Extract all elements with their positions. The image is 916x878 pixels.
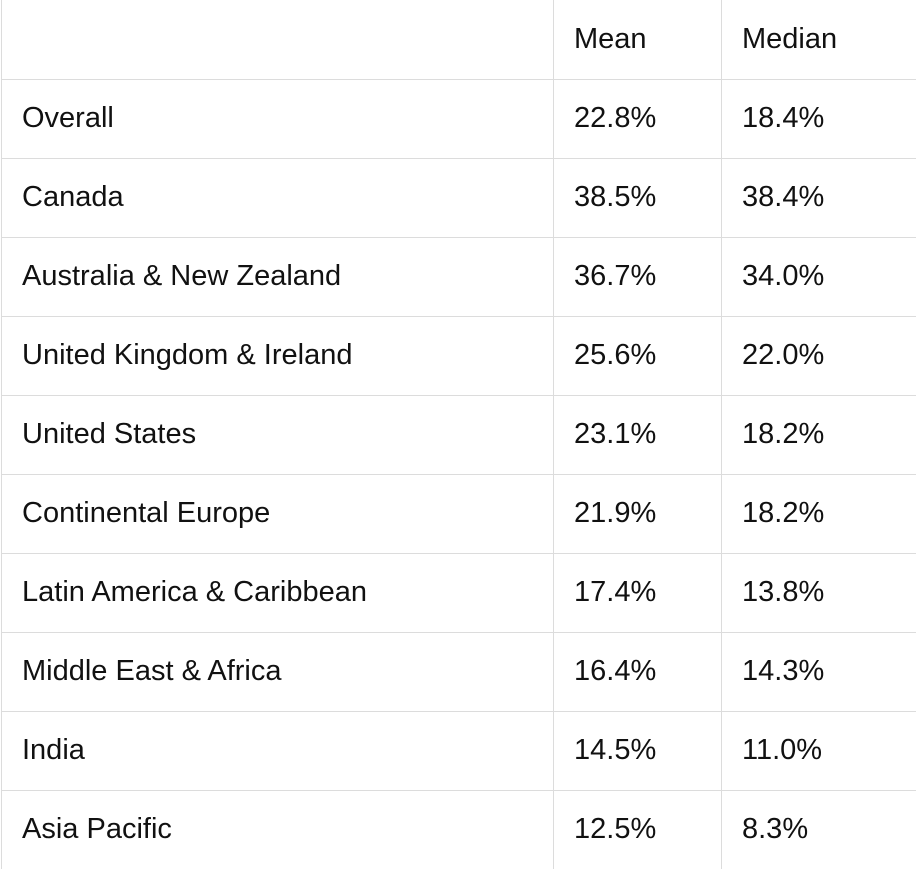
table-row: Australia & New Zealand 36.7% 34.0% xyxy=(1,236,916,317)
region-cell: Latin America & Caribbean xyxy=(1,552,554,633)
mean-cell: 36.7% xyxy=(553,236,722,317)
header-region xyxy=(1,0,554,80)
region-cell: Asia Pacific xyxy=(1,789,554,869)
region-cell: United Kingdom & Ireland xyxy=(1,315,554,396)
mean-cell: 17.4% xyxy=(553,552,722,633)
region-cell: Overall xyxy=(1,78,554,159)
table-row: United Kingdom & Ireland 25.6% 22.0% xyxy=(1,315,916,396)
header-median: Median xyxy=(721,0,916,80)
median-cell: 18.4% xyxy=(721,78,916,159)
region-cell: Continental Europe xyxy=(1,473,554,554)
mean-cell: 38.5% xyxy=(553,157,722,238)
region-cell: India xyxy=(1,710,554,791)
mean-cell: 12.5% xyxy=(553,789,722,869)
median-cell: 18.2% xyxy=(721,473,916,554)
median-cell: 11.0% xyxy=(721,710,916,791)
median-cell: 18.2% xyxy=(721,394,916,475)
median-cell: 34.0% xyxy=(721,236,916,317)
mean-cell: 16.4% xyxy=(553,631,722,712)
header-row: Mean Median xyxy=(1,0,916,80)
header-mean: Mean xyxy=(553,0,722,80)
region-cell: Canada xyxy=(1,157,554,238)
mean-cell: 22.8% xyxy=(553,78,722,159)
table-row: Continental Europe 21.9% 18.2% xyxy=(1,473,916,554)
median-cell: 22.0% xyxy=(721,315,916,396)
table-row: Overall 22.8% 18.4% xyxy=(1,78,916,159)
median-cell: 8.3% xyxy=(721,789,916,869)
mean-cell: 25.6% xyxy=(553,315,722,396)
region-cell: Australia & New Zealand xyxy=(1,236,554,317)
table-row: Asia Pacific 12.5% 8.3% xyxy=(1,789,916,869)
table-row: United States 23.1% 18.2% xyxy=(1,394,916,475)
table-row: India 14.5% 11.0% xyxy=(1,710,916,791)
region-cell: Middle East & Africa xyxy=(1,631,554,712)
table-row: Latin America & Caribbean 17.4% 13.8% xyxy=(1,552,916,633)
mean-cell: 23.1% xyxy=(553,394,722,475)
mean-cell: 14.5% xyxy=(553,710,722,791)
median-cell: 38.4% xyxy=(721,157,916,238)
table-row: Canada 38.5% 38.4% xyxy=(1,157,916,238)
median-cell: 13.8% xyxy=(721,552,916,633)
median-cell: 14.3% xyxy=(721,631,916,712)
mean-cell: 21.9% xyxy=(553,473,722,554)
table-row: Middle East & Africa 16.4% 14.3% xyxy=(1,631,916,712)
region-cell: United States xyxy=(1,394,554,475)
